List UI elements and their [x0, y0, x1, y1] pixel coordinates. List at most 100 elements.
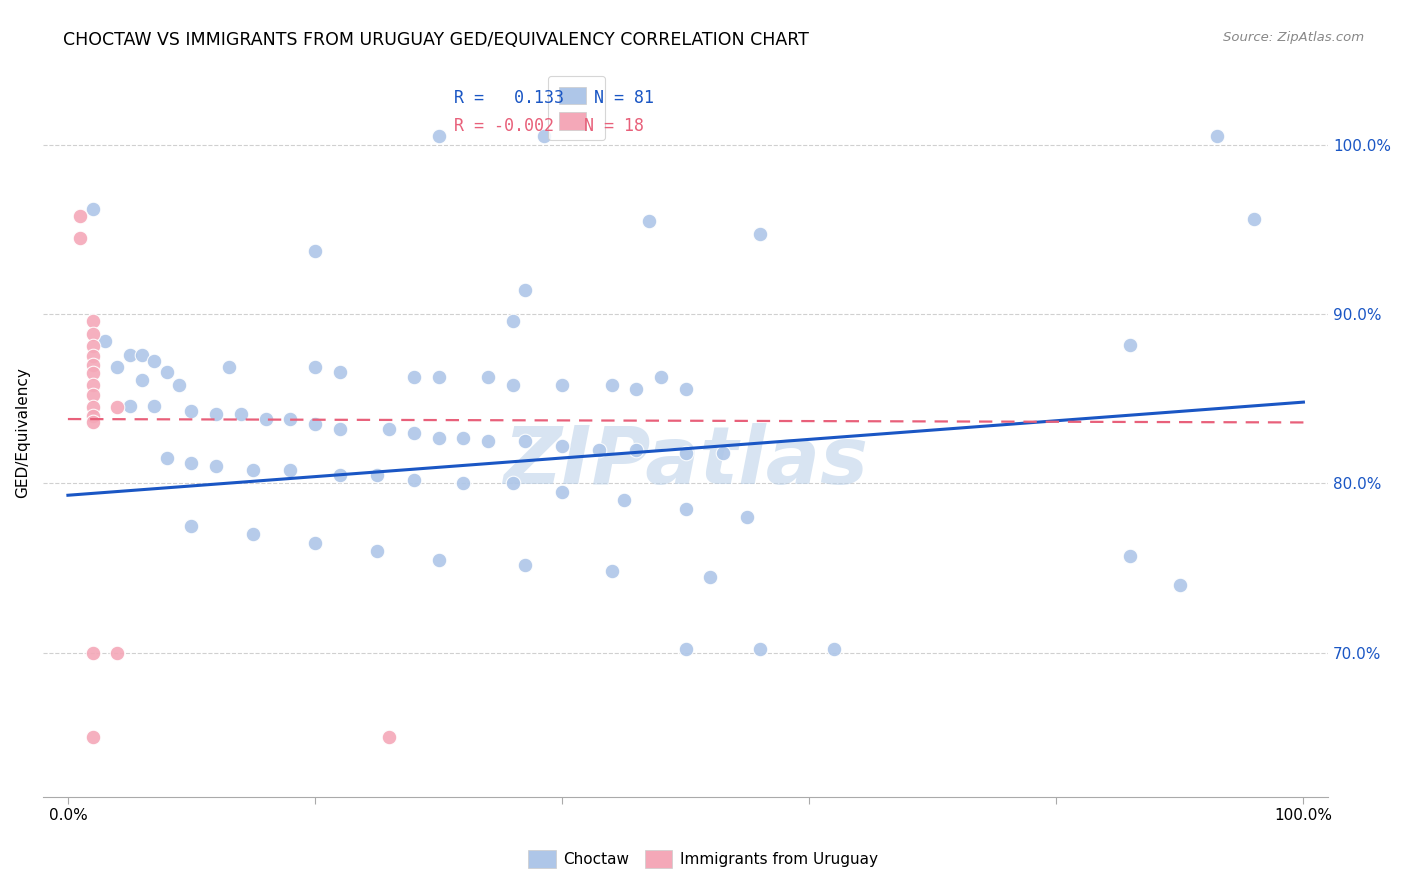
Point: [613, 493, 636, 508]
Point: [131, 348, 153, 362]
Point: [82, 388, 104, 402]
Point: [180, 403, 202, 417]
Point: [513, 558, 536, 572]
Point: [477, 434, 499, 448]
Point: [451, 431, 474, 445]
Point: [82, 378, 104, 392]
Point: [82, 646, 104, 660]
Point: [1168, 578, 1191, 592]
Point: [699, 569, 721, 583]
Point: [218, 359, 240, 374]
Point: [1119, 337, 1142, 351]
Point: [402, 473, 425, 487]
Point: [675, 382, 697, 396]
Point: [82, 339, 104, 353]
Point: [600, 565, 623, 579]
Point: [748, 227, 770, 242]
Point: [254, 412, 277, 426]
Point: [82, 327, 104, 342]
Legend: Choctaw, Immigrants from Uruguay: Choctaw, Immigrants from Uruguay: [520, 843, 886, 875]
Point: [205, 459, 228, 474]
Point: [1243, 212, 1265, 227]
Point: [304, 359, 326, 374]
Point: [82, 731, 104, 745]
Point: [329, 467, 352, 482]
Point: [94, 334, 117, 348]
Text: CHOCTAW VS IMMIGRANTS FROM URUGUAY GED/EQUIVALENCY CORRELATION CHART: CHOCTAW VS IMMIGRANTS FROM URUGUAY GED/E…: [63, 31, 808, 49]
Text: Source: ZipAtlas.com: Source: ZipAtlas.com: [1223, 31, 1364, 45]
Point: [711, 446, 734, 460]
Point: [156, 365, 179, 379]
Point: [378, 422, 401, 436]
Point: [823, 642, 845, 657]
Point: [551, 378, 574, 392]
Point: [366, 544, 388, 558]
Point: [551, 439, 574, 453]
Point: [502, 314, 524, 328]
Point: [402, 369, 425, 384]
Point: [118, 399, 141, 413]
Legend: , : ,: [548, 76, 605, 140]
Point: [242, 463, 264, 477]
Point: [600, 378, 623, 392]
Point: [82, 314, 104, 328]
Point: [626, 382, 648, 396]
Point: [105, 400, 128, 414]
Point: [513, 284, 536, 298]
Point: [502, 378, 524, 392]
Point: [427, 129, 450, 144]
Point: [69, 231, 91, 245]
Point: [242, 527, 264, 541]
Point: [105, 646, 128, 660]
Text: R =   0.133   N = 81: R = 0.133 N = 81: [454, 89, 654, 107]
Point: [637, 214, 659, 228]
Point: [167, 378, 190, 392]
Point: [278, 412, 301, 426]
Y-axis label: GED/Equivalency: GED/Equivalency: [15, 368, 30, 498]
Point: [180, 456, 202, 470]
Point: [105, 359, 128, 374]
Point: [513, 434, 536, 448]
Point: [675, 446, 697, 460]
Point: [626, 442, 648, 457]
Point: [118, 348, 141, 362]
Point: [143, 354, 166, 368]
Point: [205, 407, 228, 421]
Point: [304, 244, 326, 259]
Point: [378, 731, 401, 745]
Point: [1206, 129, 1229, 144]
Point: [156, 450, 179, 465]
Point: [329, 422, 352, 436]
Point: [329, 365, 352, 379]
Point: [82, 202, 104, 216]
Point: [427, 552, 450, 566]
Point: [278, 463, 301, 477]
Point: [82, 367, 104, 381]
Point: [588, 442, 610, 457]
Point: [551, 484, 574, 499]
Point: [82, 409, 104, 423]
Point: [1119, 549, 1142, 564]
Point: [675, 501, 697, 516]
Point: [229, 407, 252, 421]
Point: [131, 373, 153, 387]
Point: [143, 399, 166, 413]
Point: [427, 369, 450, 384]
Point: [477, 369, 499, 384]
Point: [533, 129, 555, 144]
Point: [69, 209, 91, 223]
Point: [180, 518, 202, 533]
Point: [82, 350, 104, 364]
Point: [304, 417, 326, 431]
Point: [675, 642, 697, 657]
Text: ZIPatlas: ZIPatlas: [503, 423, 868, 500]
Point: [427, 431, 450, 445]
Point: [650, 369, 672, 384]
Point: [304, 535, 326, 549]
Point: [366, 467, 388, 482]
Point: [82, 416, 104, 430]
Text: R = -0.002   N = 18: R = -0.002 N = 18: [454, 117, 644, 135]
Point: [82, 400, 104, 414]
Point: [748, 642, 770, 657]
Point: [737, 510, 759, 524]
